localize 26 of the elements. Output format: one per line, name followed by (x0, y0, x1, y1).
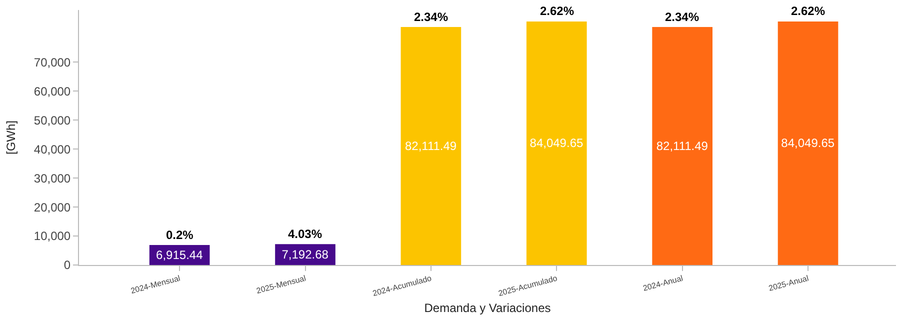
y-tick-label: 60,000 (34, 84, 71, 98)
y-tick-label: 10,000 (34, 229, 71, 244)
annotation: 2.62% (791, 4, 826, 18)
data-label: 82,111.49 (404, 139, 457, 154)
y-axis-title: [GWh] (4, 120, 18, 155)
bar (400, 27, 462, 265)
data-label: 7,192.68 (282, 248, 329, 262)
data-label: 82,111.49 (656, 139, 708, 154)
y-tick-label: 20,000 (34, 200, 71, 214)
y-tick-label: 50,000 (34, 113, 71, 128)
annotation: 4.03% (288, 227, 322, 241)
annotation: 2.34% (665, 10, 700, 24)
annotation: 0.2% (166, 228, 194, 242)
data-label: 84,049.65 (530, 136, 584, 150)
y-tick-label: 70,000 (34, 55, 71, 70)
data-label: 84,049.65 (781, 136, 835, 150)
bar (652, 27, 712, 265)
annotation: 2.34% (414, 10, 448, 24)
data-label: 6,915.44 (156, 248, 204, 262)
y-tick-label: 30,000 (34, 171, 71, 186)
bar (526, 21, 587, 265)
x-axis-title: Demanda y Variaciones (424, 300, 551, 315)
y-tick-label: 40,000 (34, 142, 71, 156)
bar (778, 21, 838, 265)
annotation: 2.62% (540, 4, 574, 18)
y-tick-label: 0 (64, 258, 71, 272)
